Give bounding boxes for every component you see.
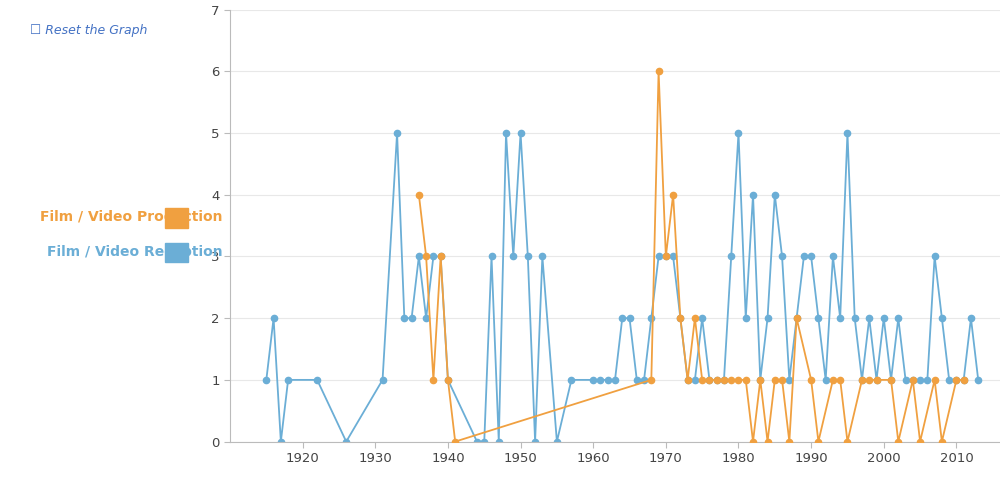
FancyBboxPatch shape xyxy=(165,243,188,262)
Text: ☐ Reset the Graph: ☐ Reset the Graph xyxy=(30,24,147,37)
Text: Film / Video Reception: Film / Video Reception xyxy=(47,244,222,259)
FancyBboxPatch shape xyxy=(165,208,188,228)
Text: Film / Video Production: Film / Video Production xyxy=(40,210,222,224)
